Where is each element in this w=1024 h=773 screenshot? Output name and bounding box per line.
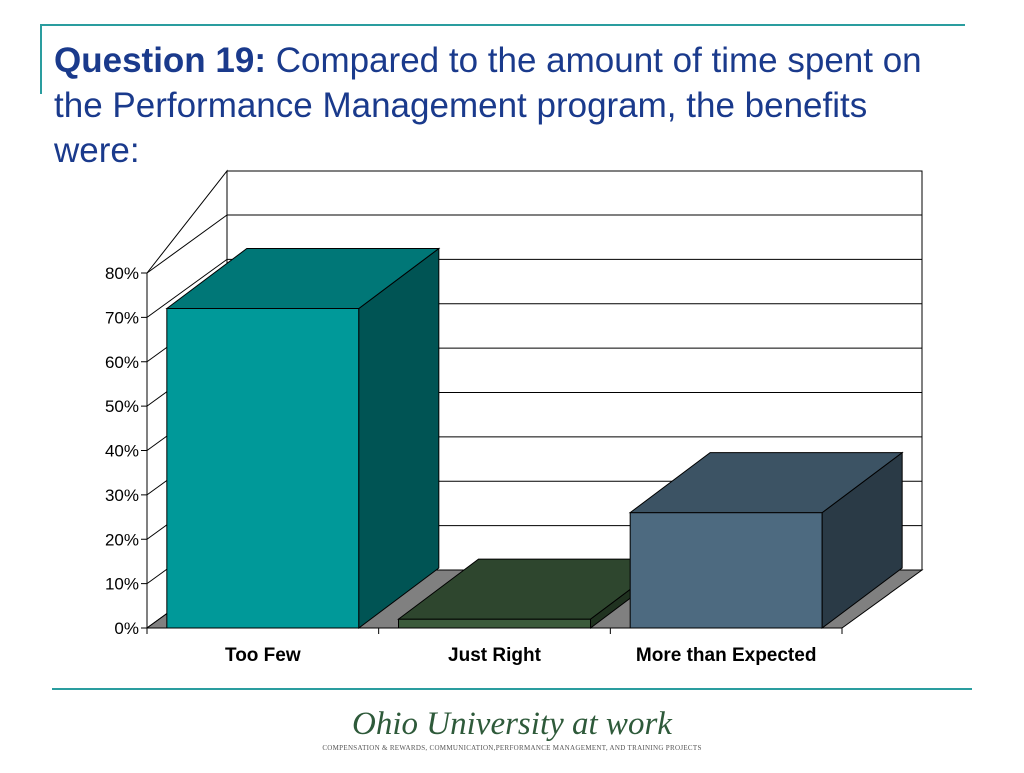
bar-front (166, 308, 360, 629)
footer-logo: Ohio University at work (352, 706, 672, 742)
accent-left-line (40, 26, 42, 94)
x-tick-label: Too Few (225, 645, 301, 666)
title-question-number: Question 19: (54, 41, 266, 80)
y-tick-label: 20% (105, 530, 139, 549)
accent-top-line (40, 24, 965, 26)
x-tick-label: Just Right (448, 645, 542, 666)
y-tick-label: 80% (105, 264, 139, 283)
y-tick-label: 50% (105, 397, 139, 416)
y-tick-label: 70% (105, 308, 139, 327)
page-title: Question 19: Compared to the amount of t… (54, 38, 954, 173)
bar-side (358, 247, 440, 629)
x-tick-label: More than Expected (636, 645, 817, 666)
gridline-side (146, 214, 228, 274)
bar-top (628, 452, 904, 514)
title-question-text: Compared to the amount of time spent on … (54, 41, 922, 170)
y-tick-label: 40% (105, 442, 139, 461)
footer-divider (52, 688, 972, 690)
y-tick-label: 30% (105, 486, 139, 505)
bar-front (629, 512, 823, 629)
y-tick-label: 0% (114, 619, 139, 638)
gridline-side (146, 258, 228, 318)
footer-subtitle: Compensation & Rewards, Communication,Pe… (322, 744, 702, 752)
bar-front (398, 618, 591, 629)
y-tick-label: 10% (105, 575, 139, 594)
bar-top (165, 248, 441, 309)
y-tick-label: 60% (105, 353, 139, 372)
